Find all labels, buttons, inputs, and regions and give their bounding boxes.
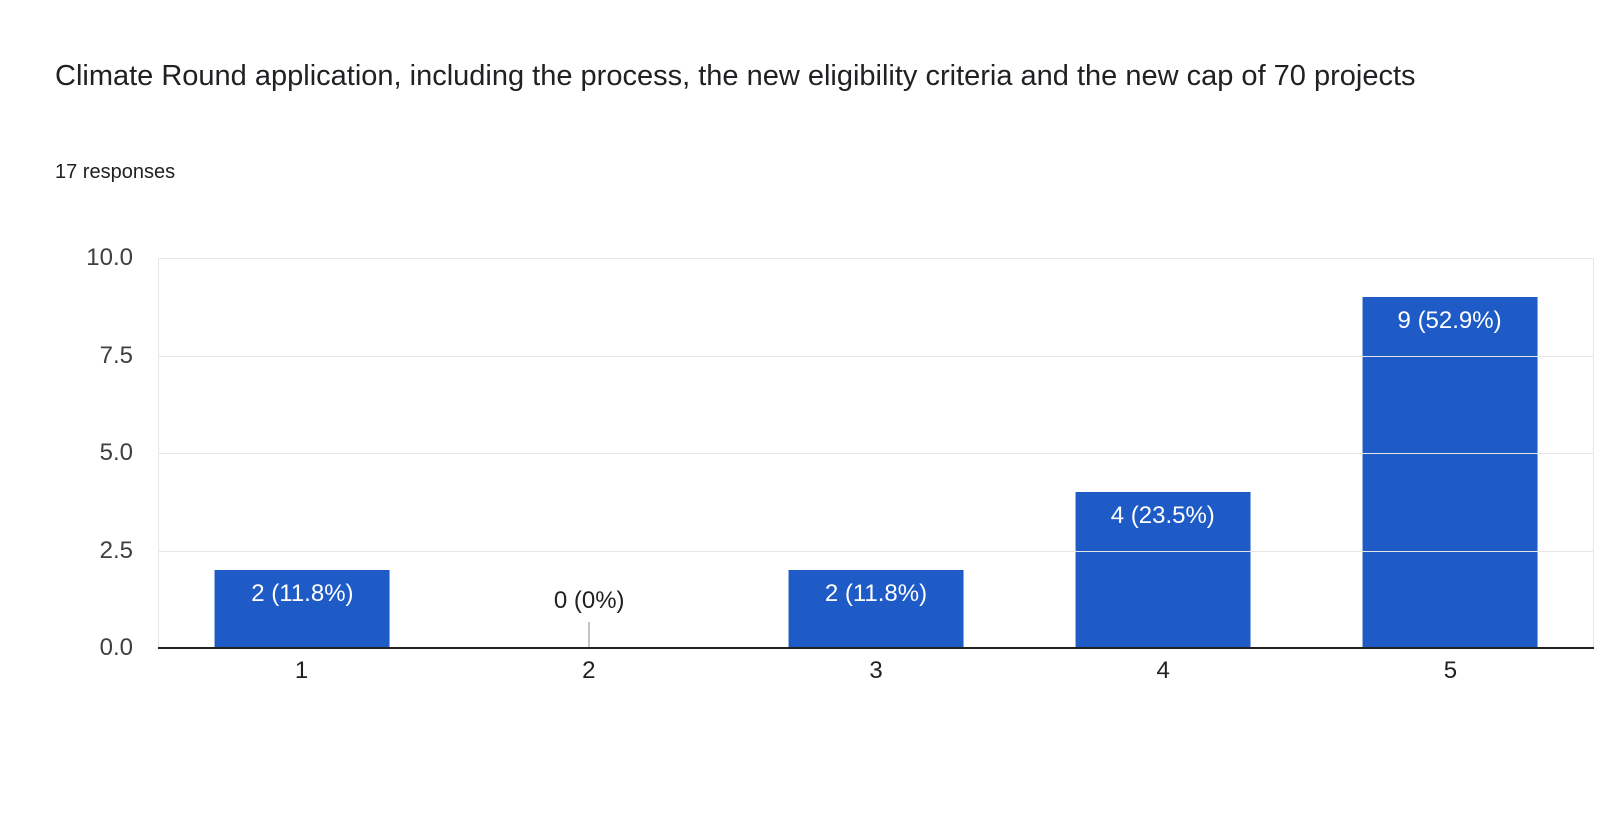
x-tick-label: 1 <box>294 657 309 684</box>
y-axis: 0.0 2.5 5.0 7.5 10.0 <box>48 244 133 661</box>
y-tick-label: 7.5 <box>99 341 133 369</box>
gridline <box>159 453 1593 454</box>
bar-slot: 2 (11.8%) <box>159 258 446 648</box>
bar[interactable]: 9 (52.9%) <box>1362 297 1538 648</box>
bar-slot: 2 (11.8%) <box>733 258 1020 648</box>
bar-value-label: 2 (11.8%) <box>824 580 928 607</box>
y-tick-label: 10.0 <box>86 244 133 271</box>
bar[interactable]: 2 (11.8%) <box>214 570 390 648</box>
x-tick-label: 2 <box>582 657 596 684</box>
bar[interactable]: 4 (23.5%) <box>1075 492 1251 648</box>
x-axis-line <box>158 647 1594 649</box>
gridline <box>159 258 1593 259</box>
zero-tick-mark <box>588 622 591 648</box>
bar-value-label: 4 (23.5%) <box>1110 502 1215 529</box>
x-tick-label: 4 <box>1156 657 1170 684</box>
x-tick-label: 5 <box>1443 657 1458 684</box>
bar-value-label: 2 (11.8%) <box>251 580 354 607</box>
zero-value-label: 0 (0%) <box>553 587 625 614</box>
x-axis: 1 2 3 4 5 <box>158 656 1594 686</box>
gridline <box>159 550 1593 552</box>
question-title: Climate Round application, including the… <box>55 60 1416 92</box>
responses-count: 17 responses <box>55 161 176 183</box>
bar-value-label: 9 (52.9%) <box>1397 307 1502 334</box>
y-tick-label: 5.0 <box>99 439 133 466</box>
y-tick-label: 2.5 <box>99 536 133 564</box>
bar-slot: 0 (0%) <box>446 258 733 648</box>
bar[interactable]: 2 (11.8%) <box>788 570 964 648</box>
bar-slot: 4 (23.5%) <box>1019 258 1306 648</box>
x-tick-label: 3 <box>869 657 883 684</box>
plot-area: 2 (11.8%) 0 (0%) 2 (11.8%) 4 (23.5%) 9 (52.9… <box>158 258 1594 649</box>
y-tick-label: 0.0 <box>99 634 133 661</box>
gridline <box>159 355 1593 357</box>
